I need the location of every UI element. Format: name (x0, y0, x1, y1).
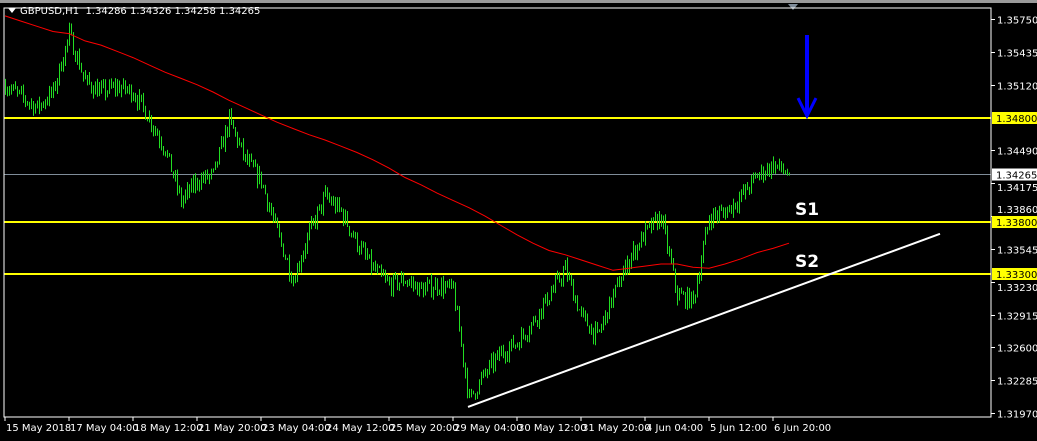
x-tick-label: 29 May 04:00 (454, 423, 523, 434)
x-tick-label: 31 May 20:00 (582, 423, 651, 434)
x-tick-label: 5 Jun 12:00 (710, 423, 767, 434)
x-tick-label: 4 Jun 04:00 (646, 423, 703, 434)
y-tick-label: 1.33860 (997, 205, 1037, 216)
chart-shift-marker-icon (788, 4, 798, 10)
level-price-tag (992, 216, 1037, 228)
y-tick-label: 1.35750 (997, 16, 1037, 27)
x-tick-label: 17 May 04:00 (70, 423, 139, 434)
y-tick-label: 1.32285 (997, 377, 1037, 388)
y-tick-label: 1.35435 (997, 49, 1037, 60)
x-tick-label: 23 May 04:00 (262, 423, 331, 434)
moving-average-line (4, 15, 790, 271)
down-arrowhead-icon (796, 97, 818, 120)
y-tick-label: 1.31970 (997, 410, 1037, 421)
x-tick-label: 15 May 2018 (6, 423, 71, 434)
level-price-label: 1.34800 (996, 114, 1037, 125)
x-tick-label: 18 May 12:00 (134, 423, 203, 434)
level-price-label: 1.33800 (996, 218, 1037, 229)
x-tick-label: 30 May 12:00 (518, 423, 587, 434)
y-tick-label: 1.35120 (997, 82, 1037, 93)
level-annotation-s2: S2 (795, 252, 819, 272)
symbol-label: GBPUSD,H1 (20, 6, 80, 17)
chart-header: GBPUSD,H1 1.34286 1.34326 1.34258 1.3426… (8, 6, 260, 17)
ohlc-readout: 1.34286 1.34326 1.34258 1.34265 (85, 6, 261, 17)
y-tick-label: 1.34490 (997, 147, 1037, 158)
y-tick-label: 1.33230 (997, 283, 1037, 294)
plot-frame (3, 7, 992, 418)
x-tick-label: 25 May 20:00 (390, 423, 459, 434)
level-price-tag (992, 112, 1037, 124)
x-tick-label: 24 May 12:00 (326, 423, 395, 434)
level-annotation-s1: S1 (795, 200, 819, 220)
y-tick-label: 1.32600 (997, 344, 1037, 355)
x-tick-label: 21 May 20:00 (198, 423, 267, 434)
y-tick-label: 1.34175 (997, 183, 1037, 194)
current-price-tag (992, 168, 1037, 181)
level-price-tag (992, 268, 1037, 280)
y-tick-label: 1.32915 (997, 312, 1037, 323)
current-price-label: 1.34265 (996, 171, 1037, 182)
window-top-border (0, 0, 1037, 3)
x-tick-label: 6 Jun 20:00 (774, 423, 831, 434)
trendline (467, 232, 941, 408)
dropdown-triangle-icon[interactable] (8, 8, 16, 13)
y-tick-label: 1.33545 (997, 246, 1037, 257)
level-price-label: 1.33300 (996, 270, 1037, 281)
